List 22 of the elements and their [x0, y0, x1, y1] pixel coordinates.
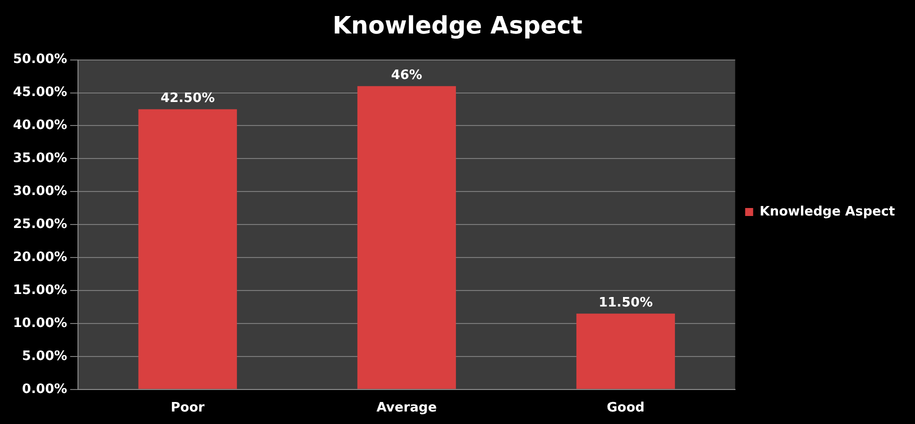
bar: [576, 314, 675, 389]
y-tick-label: 0.00%: [22, 382, 68, 397]
y-tick-label: 35.00%: [12, 151, 68, 166]
x-tick-label: Average: [376, 400, 437, 416]
chart-title: Knowledge Aspect: [332, 12, 582, 40]
x-tick-label: Poor: [170, 400, 206, 416]
y-tick-label: 50.00%: [12, 52, 68, 68]
legend-label: Knowledge Aspect: [760, 204, 896, 220]
y-tick-label: 10.00%: [12, 316, 68, 331]
data-label: 11.50%: [598, 295, 653, 310]
y-tick-label: 20.00%: [12, 250, 68, 265]
bar: [357, 86, 456, 389]
x-tick-label: Good: [606, 400, 645, 416]
y-tick-label: 30.00%: [12, 184, 68, 200]
y-tick-label: 15.00%: [12, 282, 68, 298]
bar: [138, 109, 237, 389]
y-tick-label: 40.00%: [12, 118, 68, 134]
data-label: 46%: [391, 68, 422, 84]
data-label: 42.50%: [160, 91, 215, 106]
y-tick-label: 25.00%: [12, 216, 68, 232]
y-tick-label: 5.00%: [22, 348, 68, 364]
y-tick-label: 45.00%: [12, 85, 68, 100]
